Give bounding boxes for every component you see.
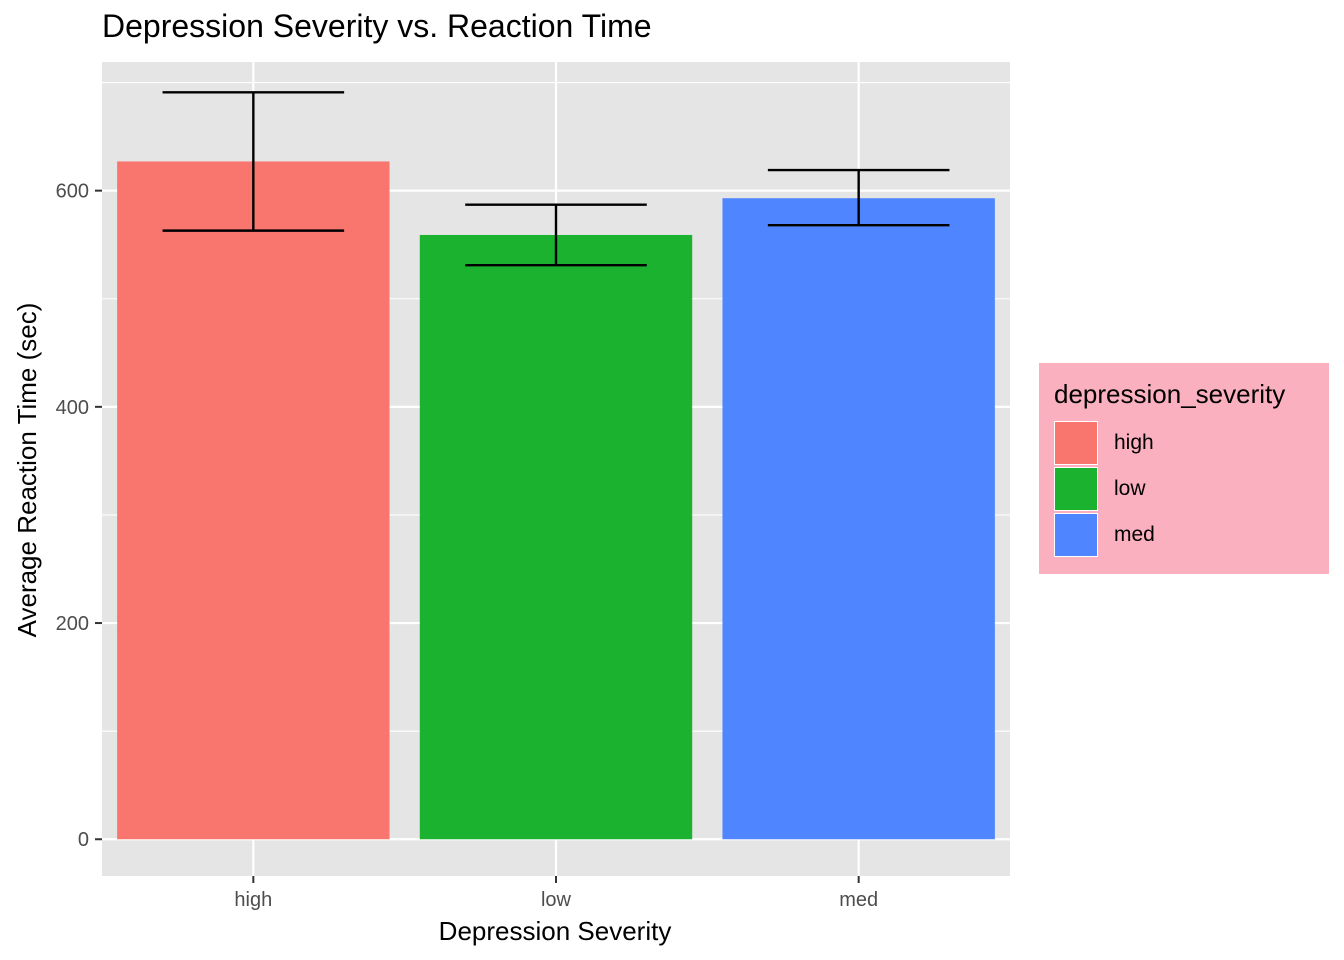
legend-item-high: high	[1054, 421, 1314, 467]
bars	[117, 161, 995, 840]
x-axis-title: Depression Severity	[439, 916, 672, 946]
error-bars	[162, 91, 950, 267]
legend-title: depression_severity	[1054, 379, 1286, 409]
y-tick-label: 600	[56, 181, 89, 203]
y-axis-title: Average Reaction Time (sec)	[12, 303, 42, 638]
legend-label-med: med	[1114, 523, 1155, 546]
bar-high	[117, 161, 390, 840]
x-axis: high low med	[234, 876, 878, 911]
bar-low	[419, 234, 693, 840]
y-tick-label: 400	[56, 397, 89, 419]
error-bar-high	[162, 91, 345, 232]
legend-label-low: low	[1114, 477, 1146, 500]
legend-key-low	[1054, 467, 1098, 511]
y-axis: 0 200 400 600	[56, 181, 102, 851]
legend: depression_severity high low med	[1039, 363, 1329, 574]
legend-key-med	[1054, 513, 1098, 557]
legend-label-high: high	[1114, 431, 1154, 454]
x-tick-label-med: med	[839, 889, 878, 911]
x-tick-label-high: high	[234, 889, 272, 911]
bar-med	[722, 198, 995, 840]
legend-item-med: med	[1054, 513, 1314, 559]
legend-item-low: low	[1054, 467, 1314, 513]
error-bar-med	[767, 168, 950, 227]
x-tick-label-low: low	[541, 889, 572, 911]
y-tick-label: 200	[56, 613, 89, 635]
y-tick-label: 0	[78, 829, 89, 851]
error-bar-low	[465, 203, 647, 267]
legend-key-high	[1054, 421, 1098, 465]
chart-title: Depression Severity vs. Reaction Time	[102, 8, 652, 44]
